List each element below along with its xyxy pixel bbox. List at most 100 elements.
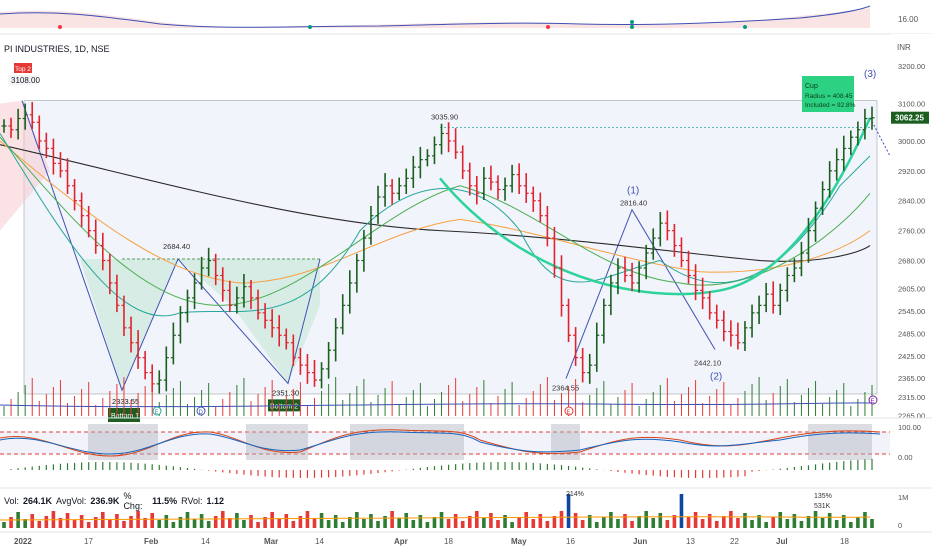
bottom-volume-bar — [369, 514, 373, 528]
bottom-volume-bar — [256, 522, 260, 528]
earnings-marker — [196, 406, 206, 416]
double-bottom-zone — [80, 259, 320, 391]
bottom-volume-bar — [799, 521, 804, 528]
top-pane-dot — [630, 25, 634, 29]
top-pane-dot — [546, 25, 550, 29]
bottom-volume-bar — [587, 515, 592, 528]
time-axis-label: 16 — [566, 537, 575, 546]
last-price-badge — [891, 111, 929, 124]
bottom-volume-bar — [100, 512, 105, 528]
cup-label-included: Included = 92.8% — [805, 102, 856, 109]
price-axis-label: 2760.00 — [898, 227, 925, 236]
chg-label: % Chg: — [123, 491, 143, 511]
bottom-volume-bar — [284, 514, 289, 528]
bottom-volume-bar — [552, 516, 557, 528]
top2-tag — [14, 63, 32, 73]
bottom-volume-bar — [714, 521, 719, 528]
bottom-volume-bar — [355, 512, 359, 528]
bottom-volume-bar — [644, 511, 648, 528]
bottom-volume-bar — [573, 513, 578, 528]
bottom-volume-bar — [277, 519, 282, 528]
wave-lines — [565, 208, 716, 379]
price-axis-label: 3200.00 — [898, 62, 925, 71]
ma-50 — [0, 136, 871, 306]
bottom-volume-bar — [651, 518, 656, 528]
bottom-volume-bar — [249, 515, 253, 528]
bottom-volume-bar — [9, 517, 13, 528]
top-pane-dot — [58, 25, 62, 29]
peak-apr-label: 3035.90 — [431, 113, 458, 122]
stoch-zone — [350, 424, 464, 460]
bottom-volume-bar — [517, 517, 521, 528]
bottom-volume-bar — [228, 518, 232, 528]
time-axis-label: 14 — [201, 537, 210, 546]
candles — [1, 102, 875, 394]
bottom-volume-bar — [806, 516, 811, 528]
bottom-volume-bar — [65, 513, 70, 528]
bottom-volume-bar — [185, 512, 190, 528]
price-axis-label: 2920.00 — [898, 167, 925, 176]
bottom-volume-bar — [347, 517, 352, 528]
bottom-volume-bar — [425, 522, 430, 528]
price-axis-label: 3000.00 — [898, 137, 925, 146]
top-value-label: 3108.00 — [11, 76, 40, 85]
bottom-volume-bar — [235, 513, 239, 528]
bottom-volume-bar — [870, 519, 874, 528]
stoch-zone — [246, 424, 308, 460]
time-axis-label: 22 — [730, 537, 739, 546]
bottom-volume-bar — [707, 514, 712, 528]
bottom-volume-bar — [397, 518, 401, 528]
bottom-volume-bar — [778, 512, 783, 528]
bottom-volume-bar — [856, 517, 860, 528]
bottom-volume-bar — [665, 520, 670, 528]
wave-projection — [869, 117, 891, 157]
low-may-label: 2364.55 — [552, 383, 579, 392]
bottom-volume-bar — [686, 517, 691, 528]
top-pane-area — [0, 8, 870, 28]
bottom-volume-bar — [150, 513, 154, 528]
bottom-volume-bar — [764, 522, 768, 528]
bottom-volume-bar — [545, 521, 550, 528]
wave1-label: (1) — [627, 186, 639, 197]
price-axis-label: 2840.00 — [898, 197, 925, 206]
stoch-zone — [551, 424, 580, 460]
bottom-volume-bar — [729, 511, 733, 528]
bottom-volume-bar — [531, 519, 536, 528]
bottom-volume-bar — [841, 515, 846, 528]
bottom-volume-bar — [108, 519, 112, 528]
time-axis-label: 18 — [444, 537, 453, 546]
time-axis-label: 17 — [84, 537, 93, 546]
bottom-volume-bar — [475, 511, 479, 528]
bottom-volume-bar — [129, 516, 133, 528]
top-pane-axis-label: 16.00 — [898, 15, 919, 24]
bottom-volume-bar — [496, 520, 500, 528]
stoch-zone — [808, 424, 872, 460]
ma-20 — [0, 133, 871, 317]
time-axis-label: May — [511, 537, 527, 546]
bottom-volume-bar — [263, 517, 267, 528]
stochastic-pane: 100.00 0.00 — [0, 423, 921, 462]
bottom-volume-bar — [849, 522, 853, 528]
ma-200 — [0, 144, 871, 262]
price-axis-label: 2425.00 — [898, 352, 925, 361]
peak-feb-label: 2684.40 — [163, 242, 190, 251]
bottom-volume-bar — [192, 519, 197, 528]
bottom-volume-bar — [298, 516, 303, 528]
bottom-volume-bar — [559, 511, 564, 528]
time-axis-label: 18 — [840, 537, 849, 546]
bottom-volume-bar — [404, 513, 409, 528]
bottom2-tag-label: Bottom 2 — [270, 403, 298, 410]
bottom-volume-bar — [510, 522, 514, 528]
bottom-volume-bar — [157, 520, 162, 528]
bottom-volume-bar — [319, 513, 324, 528]
earnings-marker — [868, 395, 878, 405]
top-pane-dot — [630, 20, 634, 24]
price-axis-label: 3100.00 — [898, 100, 925, 109]
bottom-volume-bar — [86, 522, 91, 528]
bottom-volume-bar — [700, 519, 705, 528]
bottom-volume-bar — [333, 515, 338, 528]
price-axis-label: 2680.00 — [898, 257, 925, 266]
bottom1-value: 2333.55 — [112, 397, 139, 406]
